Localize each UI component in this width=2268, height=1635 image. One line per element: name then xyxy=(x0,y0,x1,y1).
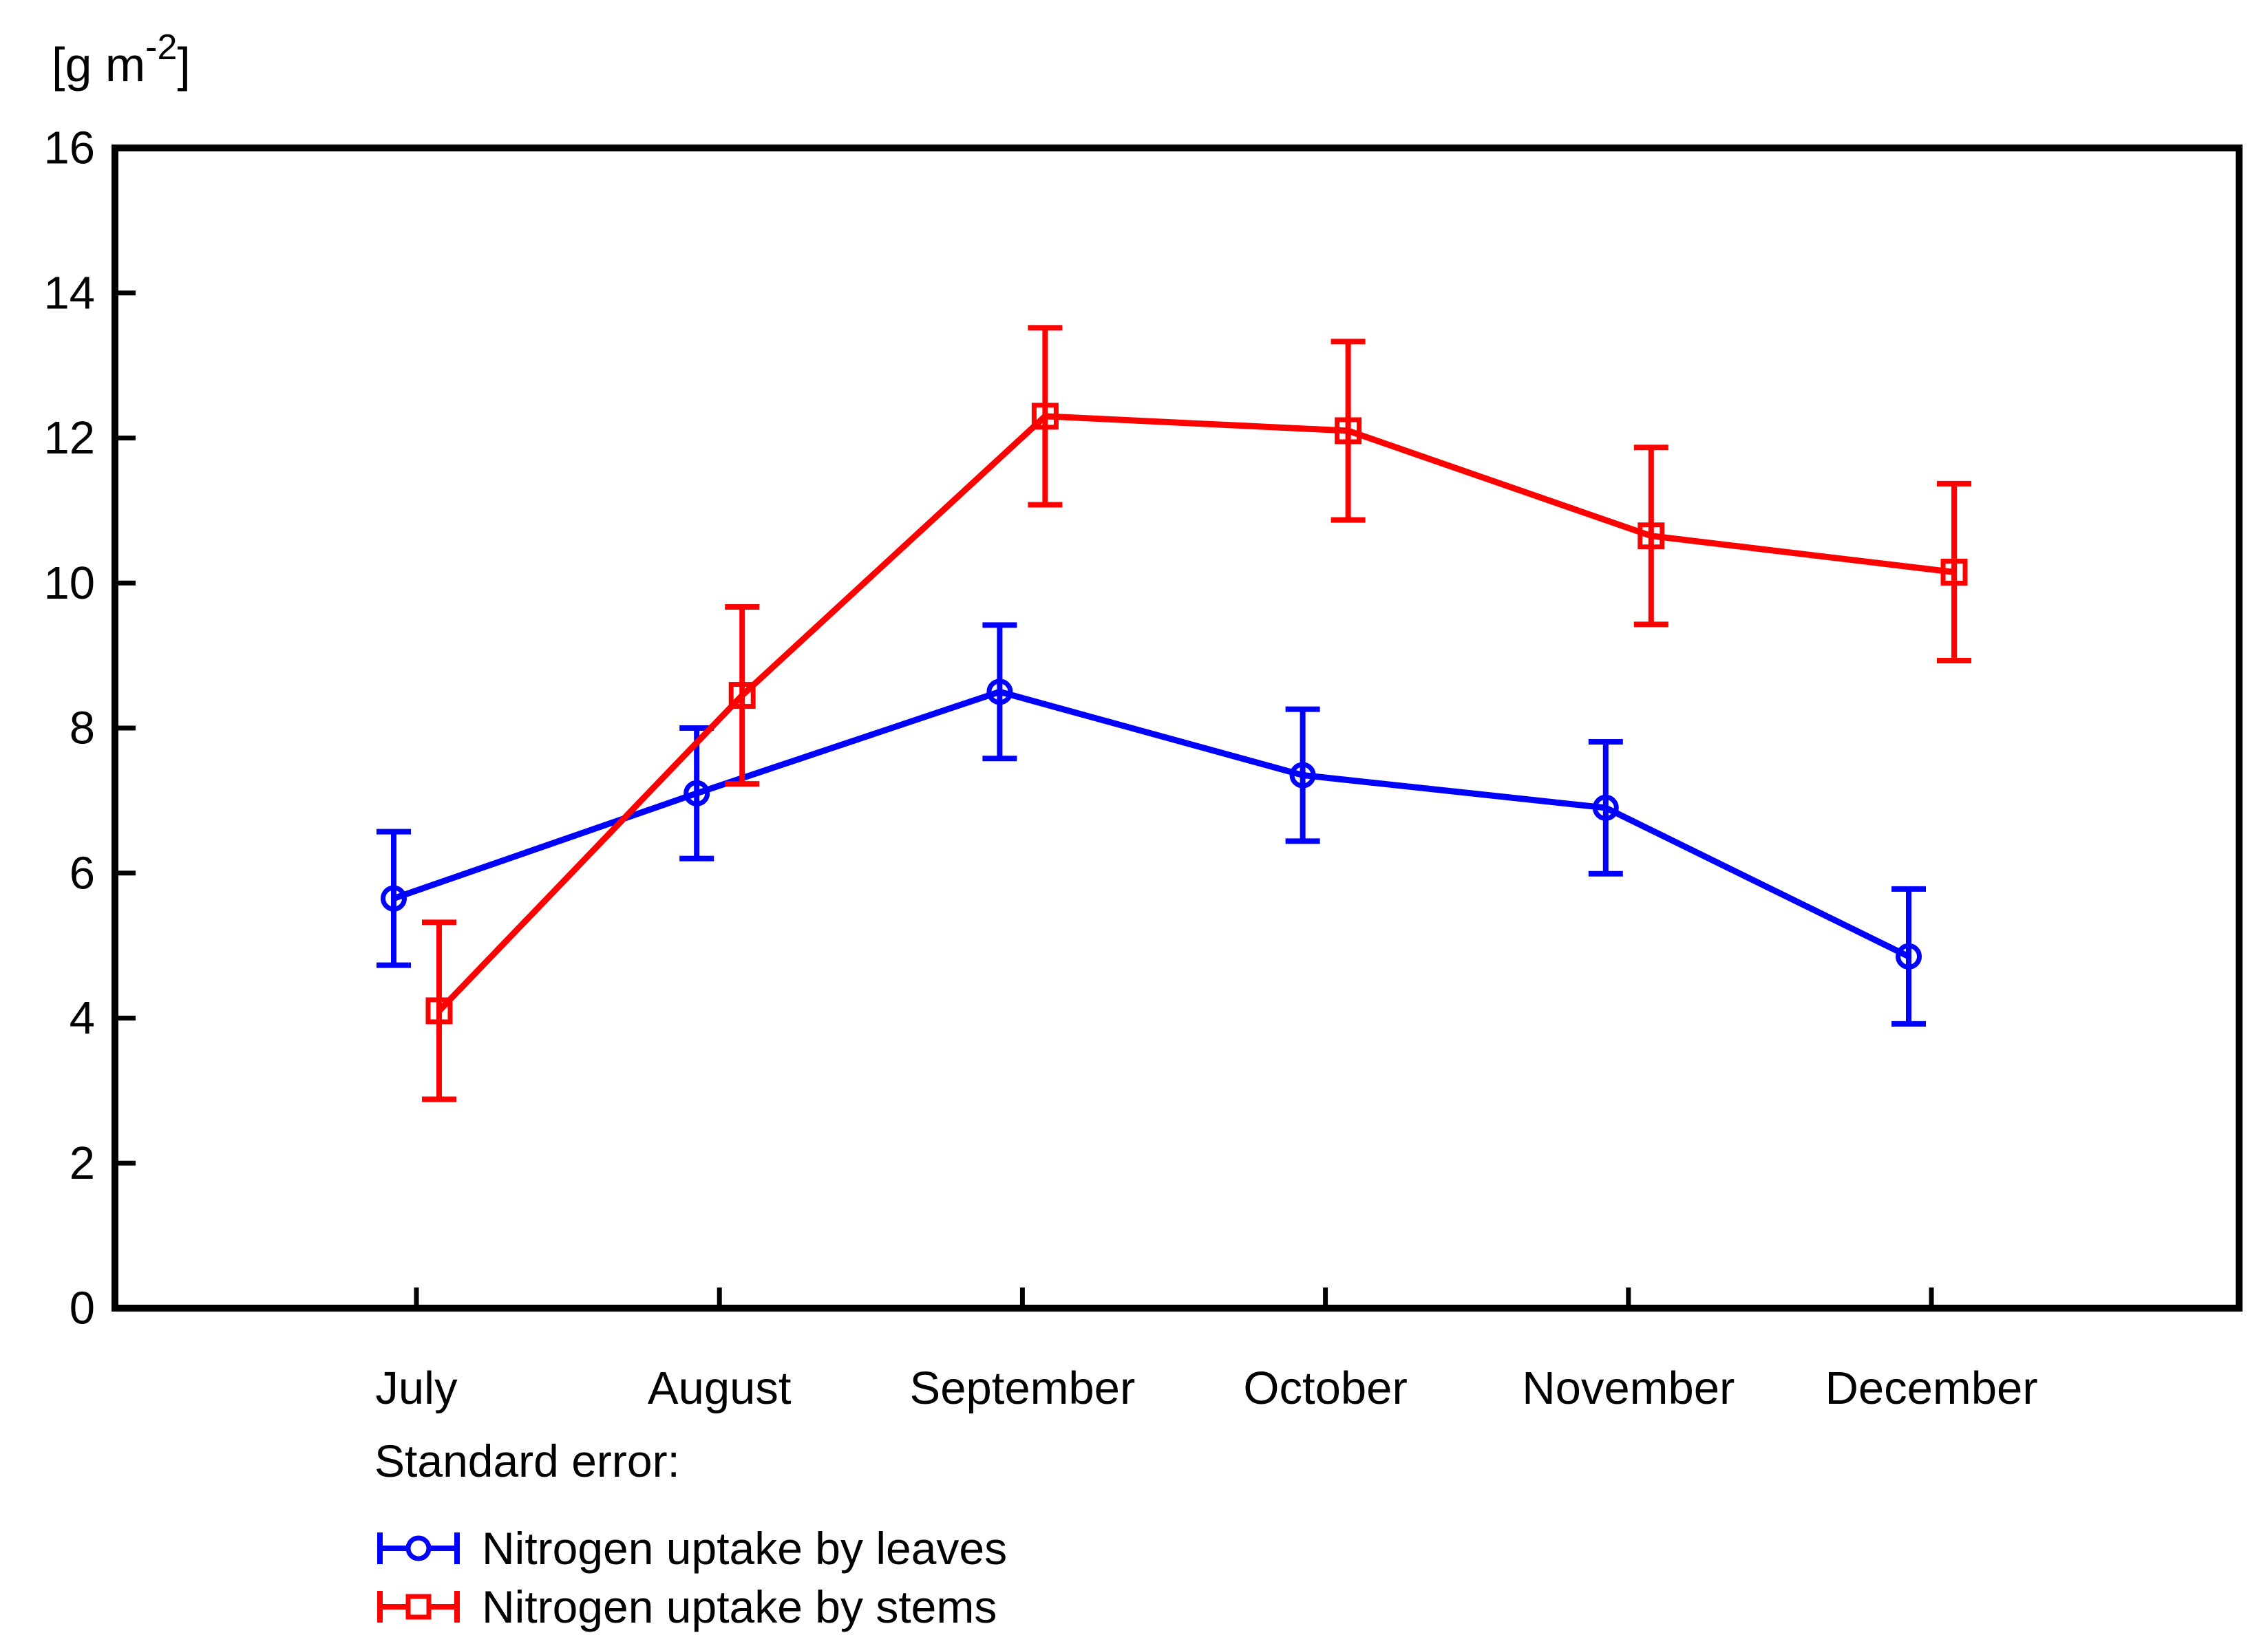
x-axis-tick-label: July xyxy=(375,1362,458,1414)
y-axis-tick-label: 16 xyxy=(43,122,95,174)
x-axis-tick-label: December xyxy=(1825,1362,2037,1414)
y-axis-tick-label: 4 xyxy=(70,992,95,1044)
x-axis-tick-label: November xyxy=(1522,1362,1735,1414)
x-axis-tick-label: August xyxy=(648,1362,792,1414)
y-axis-tick-label: 14 xyxy=(43,267,95,319)
circle-marker xyxy=(683,780,710,806)
circle-marker xyxy=(1896,943,1922,970)
circle-marker xyxy=(1289,762,1316,789)
legend-label-leaves: Nitrogen uptake by leaves xyxy=(482,1523,1008,1574)
y-axis-tick-label: 8 xyxy=(70,703,95,754)
stems-errorbar-glyph xyxy=(377,1591,460,1623)
square-marker-icon xyxy=(405,1594,432,1620)
leaves-errorbar-glyph xyxy=(377,1532,460,1564)
y-axis-tick-label: 12 xyxy=(43,412,95,464)
square-marker xyxy=(728,682,756,709)
y-axis-tick-label: 0 xyxy=(70,1283,95,1334)
square-marker xyxy=(1335,417,1362,445)
legend-item-stems: Nitrogen uptake by stems xyxy=(374,1576,1007,1635)
y-axis-tick-label: 2 xyxy=(70,1137,95,1189)
legend-label-stems: Nitrogen uptake by stems xyxy=(482,1581,997,1632)
x-axis-tick-label: September xyxy=(910,1362,1136,1414)
square-marker xyxy=(1031,403,1059,430)
square-marker xyxy=(1638,522,1665,550)
leaves-series-line xyxy=(392,688,1910,959)
circle-marker xyxy=(381,885,407,912)
y-axis-unit-label: [g m-2] xyxy=(52,28,191,92)
square-marker xyxy=(1940,558,1968,586)
x-axis-tick-label: October xyxy=(1243,1362,1407,1414)
plot-frame xyxy=(112,145,2243,1312)
circle-marker-icon xyxy=(405,1535,432,1561)
y-axis-tick-label: 10 xyxy=(43,557,95,609)
circle-marker xyxy=(1592,794,1619,821)
circle-marker xyxy=(986,678,1013,705)
legend-item-leaves: Nitrogen uptake by leaves xyxy=(374,1517,1007,1579)
square-marker xyxy=(425,997,453,1025)
stems-series-line xyxy=(436,413,1955,1014)
chart-legend: Standard error: Nitrogen uptake by leave… xyxy=(374,1435,1007,1635)
legend-title: Standard error: xyxy=(374,1435,680,1486)
y-axis-tick-label: 6 xyxy=(70,847,95,899)
